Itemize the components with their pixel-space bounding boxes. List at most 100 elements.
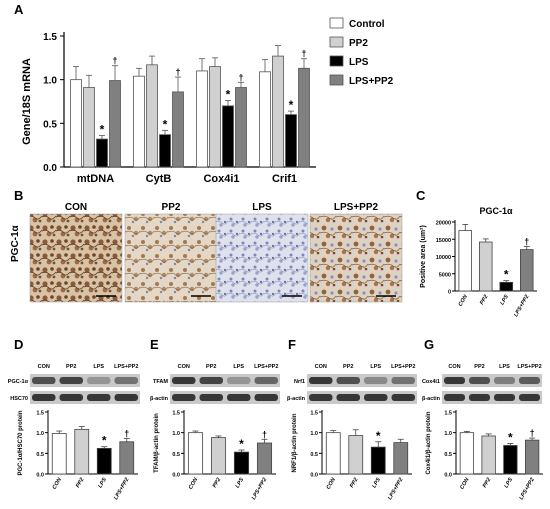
significance-mark: * [508, 430, 513, 444]
band-label: TFAM [153, 379, 168, 385]
chart-e: 0.0 0.5 1.0 1.5 TFAM/β-actin protein CON PP2 * L… [154, 410, 276, 501]
blot-band [364, 394, 388, 401]
y-tick-label: 1.0 [172, 431, 180, 437]
category-label: LPS+PP2 [251, 477, 268, 501]
significance-mark: † [530, 428, 535, 438]
bar [209, 66, 221, 168]
legend-swatch [329, 17, 344, 29]
legend-label: LPS+PP2 [349, 76, 394, 87]
y-tick-label: 0.5 [172, 452, 180, 458]
bar [133, 75, 145, 168]
panel-label-a: A [14, 2, 24, 17]
y-tick-label: 1.5 [43, 32, 57, 43]
blot-strip [442, 374, 542, 387]
lane-label: CON [315, 364, 327, 370]
bar [70, 79, 82, 168]
blot-band [391, 394, 415, 401]
lane-label: PP2 [66, 364, 76, 370]
micrograph-strip: CON PP2 LPS LPS+PP2 [29, 202, 403, 303]
bar [196, 70, 208, 168]
lane-label: LPS+PP2 [254, 364, 278, 370]
blot-band [469, 377, 490, 384]
y-tick-label: 10000 [436, 255, 451, 261]
micrograph-image [309, 213, 403, 303]
category-label: PP2 [349, 477, 359, 489]
blot-band [519, 377, 540, 384]
blot-strip [30, 374, 140, 387]
chart-a: 0.0 0.5 1.0 1.5 Gene/18S mRNA * † mtDNA * † CytB * †… [21, 17, 394, 185]
y-tick-label: 1.5 [444, 411, 452, 417]
micrograph-image [29, 213, 123, 303]
bar [519, 249, 534, 292]
blot-band [309, 377, 333, 384]
chart-d: 0.0 0.5 1.0 1.5 PGC-1α/HSC70 protein CON PP2 * L… [18, 410, 138, 501]
y-tick-label: 0.5 [444, 452, 452, 458]
blot-band [227, 377, 251, 384]
y-tick-label: 1.0 [36, 431, 44, 437]
blot-band [254, 394, 278, 401]
category-label: Crif1 [272, 173, 297, 185]
blot-band [391, 377, 415, 384]
blot-band [494, 394, 515, 401]
blot-band [32, 377, 56, 384]
panel-label-c: C [416, 188, 426, 203]
bar [109, 80, 121, 168]
blot-band [254, 377, 278, 384]
lane-label: LPS+PP2 [517, 364, 541, 370]
y-tick-label: 1.5 [36, 411, 44, 417]
lane-label: PP2 [343, 364, 353, 370]
blot-band [32, 394, 56, 401]
lane-label: LPS [370, 364, 381, 370]
band-label: Cox4i1 [422, 379, 440, 385]
significance-mark: † [524, 236, 529, 246]
blot-band [227, 394, 251, 401]
blot-strip [442, 391, 542, 404]
micrograph-image [124, 213, 218, 303]
chart-g: 0.0 0.5 1.0 1.5 Cox4i1/β-actin protein CON PP2… [426, 410, 543, 501]
micrograph-label: CON [65, 202, 87, 213]
bar [393, 442, 409, 475]
bar [481, 435, 496, 475]
band-label: β-actin [287, 396, 306, 402]
significance-mark: * [163, 117, 168, 131]
y-axis-label: PGC-1α/HSC70 protein [18, 410, 24, 475]
lane-label: PP2 [206, 364, 216, 370]
lane-label: LPS [233, 364, 244, 370]
micrograph-label: LPS+PP2 [334, 202, 379, 213]
blot-band [444, 377, 465, 384]
category-label: CON [458, 293, 470, 307]
legend-label: Control [349, 19, 385, 30]
lane-label: LPS [93, 364, 104, 370]
legend-swatch [329, 55, 344, 67]
band-label: Nrf1 [294, 379, 305, 385]
bar [96, 138, 108, 168]
lane-label: LPS+PP2 [114, 364, 138, 370]
bar [256, 442, 273, 475]
category-label: mtDNA [77, 173, 114, 185]
bar [259, 71, 271, 168]
category-label: PP2 [482, 477, 492, 489]
category-label: PP2 [75, 477, 85, 489]
blot-band [87, 377, 111, 384]
category-label: Cox4i1 [203, 173, 239, 185]
lane-label: LPS [499, 364, 510, 370]
panel-label-f: F [288, 337, 296, 352]
micrograph-label: PP2 [162, 202, 181, 213]
blot-band [494, 377, 515, 384]
lane-label: CON [448, 364, 460, 370]
y-tick-label: 1.0 [444, 431, 452, 437]
blot-band [199, 377, 223, 384]
significance-mark: * [226, 88, 231, 102]
micrograph-label: LPS [252, 202, 272, 213]
category-label: LPS [235, 477, 246, 490]
category-label: LPS+PP2 [387, 477, 404, 501]
bar [74, 428, 90, 475]
blot-strip [30, 391, 140, 404]
bar [499, 281, 514, 292]
blot-band [172, 377, 196, 384]
blot-band [469, 394, 490, 401]
bar [458, 230, 473, 292]
blot-band [336, 377, 360, 384]
legend-swatch [329, 36, 344, 48]
blot-strip [307, 374, 417, 387]
